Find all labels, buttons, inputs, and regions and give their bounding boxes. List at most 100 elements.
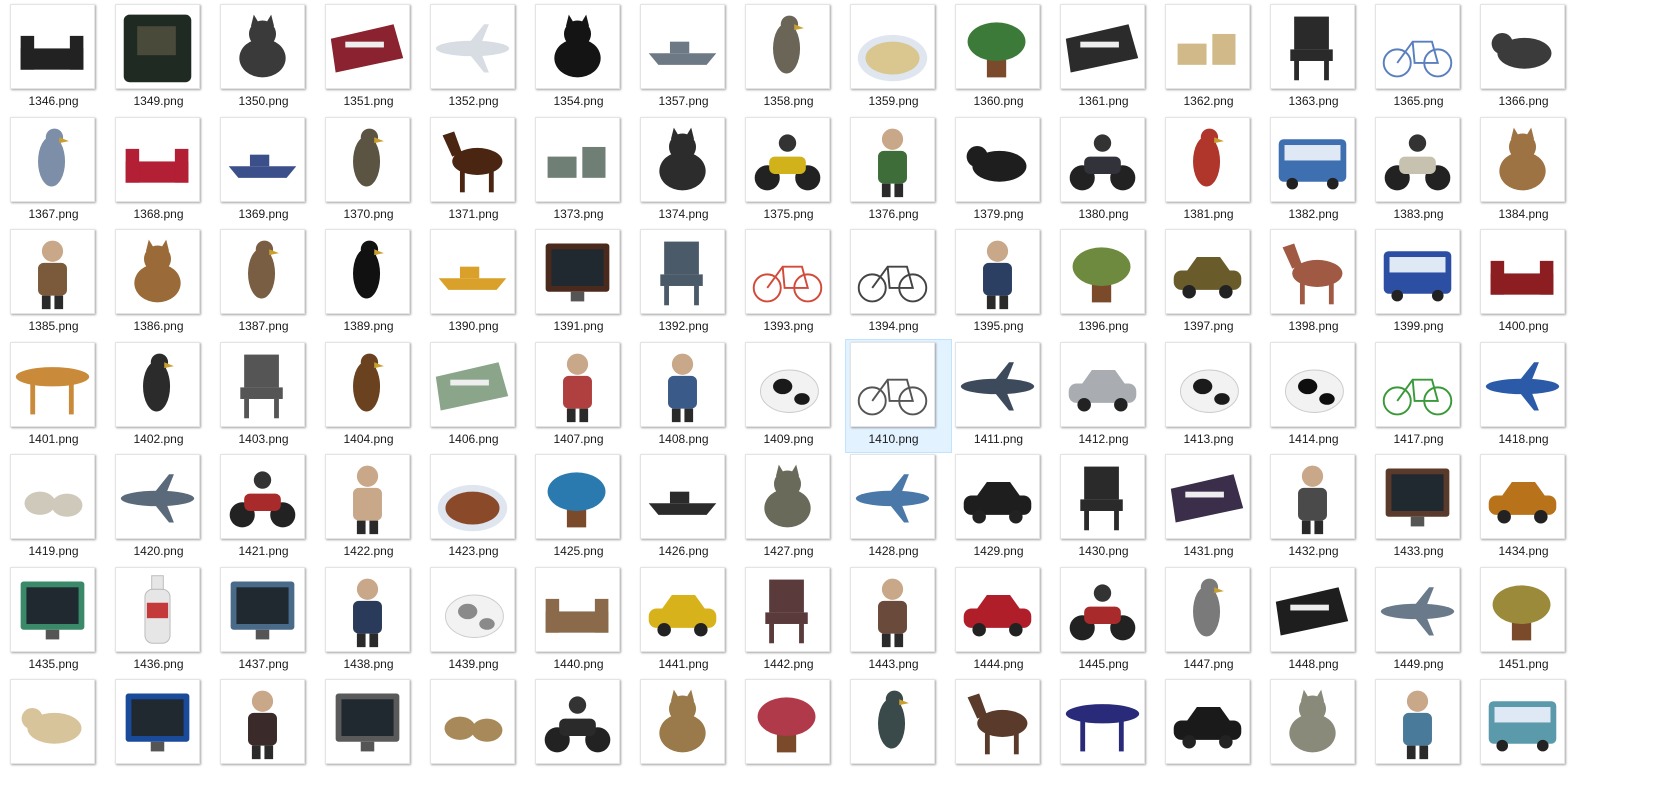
file-item[interactable]: 1447.png xyxy=(1161,565,1266,677)
file-item[interactable]: 1434.png xyxy=(1476,452,1581,564)
file-item[interactable]: 1417.png xyxy=(1371,340,1476,452)
file-item[interactable]: 1441.png xyxy=(636,565,741,677)
file-item[interactable]: 1433.png xyxy=(1371,452,1476,564)
file-item[interactable]: 1369.png xyxy=(216,115,321,227)
file-item[interactable] xyxy=(426,677,531,789)
file-item[interactable] xyxy=(1371,677,1476,789)
file-item[interactable]: 1396.png xyxy=(1056,227,1161,339)
file-item[interactable]: 1382.png xyxy=(1266,115,1371,227)
file-item[interactable]: 1392.png xyxy=(636,227,741,339)
file-item[interactable]: 1393.png xyxy=(741,227,846,339)
file-item[interactable]: 1408.png xyxy=(636,340,741,452)
file-item[interactable]: 1383.png xyxy=(1371,115,1476,227)
file-item[interactable]: 1429.png xyxy=(951,452,1056,564)
file-item[interactable]: 1422.png xyxy=(321,452,426,564)
file-item[interactable]: 1406.png xyxy=(426,340,531,452)
file-item[interactable]: 1423.png xyxy=(426,452,531,564)
file-item[interactable]: 1412.png xyxy=(1056,340,1161,452)
file-item[interactable]: 1431.png xyxy=(1161,452,1266,564)
file-item[interactable]: 1448.png xyxy=(1266,565,1371,677)
file-item[interactable] xyxy=(111,677,216,789)
file-item[interactable] xyxy=(1056,677,1161,789)
file-item[interactable]: 1398.png xyxy=(1266,227,1371,339)
file-item[interactable]: 1370.png xyxy=(321,115,426,227)
file-item[interactable]: 1435.png xyxy=(6,565,111,677)
file-item[interactable]: 1394.png xyxy=(846,227,951,339)
file-item[interactable]: 1449.png xyxy=(1371,565,1476,677)
file-item[interactable]: 1401.png xyxy=(6,340,111,452)
file-item[interactable]: 1402.png xyxy=(111,340,216,452)
file-item[interactable]: 1438.png xyxy=(321,565,426,677)
file-item[interactable]: 1380.png xyxy=(1056,115,1161,227)
file-item[interactable]: 1357.png xyxy=(636,2,741,114)
file-item[interactable]: 1358.png xyxy=(741,2,846,114)
file-item[interactable]: 1426.png xyxy=(636,452,741,564)
file-item[interactable]: 1442.png xyxy=(741,565,846,677)
file-item[interactable] xyxy=(1161,677,1266,789)
file-item[interactable]: 1373.png xyxy=(531,115,636,227)
file-item[interactable]: 1413.png xyxy=(1161,340,1266,452)
file-item[interactable]: 1409.png xyxy=(741,340,846,452)
file-item[interactable]: 1439.png xyxy=(426,565,531,677)
file-item[interactable]: 1390.png xyxy=(426,227,531,339)
file-item[interactable]: 1420.png xyxy=(111,452,216,564)
file-item[interactable] xyxy=(216,677,321,789)
file-item[interactable] xyxy=(531,677,636,789)
file-item[interactable]: 1374.png xyxy=(636,115,741,227)
file-item[interactable]: 1400.png xyxy=(1476,227,1581,339)
file-item[interactable]: 1387.png xyxy=(216,227,321,339)
file-item[interactable]: 1363.png xyxy=(1266,2,1371,114)
file-item[interactable]: 1444.png xyxy=(951,565,1056,677)
file-item[interactable] xyxy=(6,677,111,789)
file-item[interactable] xyxy=(951,677,1056,789)
file-item[interactable]: 1371.png xyxy=(426,115,531,227)
file-item[interactable]: 1365.png xyxy=(1371,2,1476,114)
file-item[interactable]: 1443.png xyxy=(846,565,951,677)
file-item[interactable]: 1361.png xyxy=(1056,2,1161,114)
file-item[interactable]: 1360.png xyxy=(951,2,1056,114)
file-item[interactable]: 1437.png xyxy=(216,565,321,677)
file-item[interactable]: 1440.png xyxy=(531,565,636,677)
file-item[interactable] xyxy=(846,677,951,789)
file-item[interactable]: 1411.png xyxy=(951,340,1056,452)
file-item[interactable]: 1379.png xyxy=(951,115,1056,227)
file-item[interactable]: 1346.png xyxy=(6,2,111,114)
file-item[interactable]: 1381.png xyxy=(1161,115,1266,227)
file-item[interactable]: 1376.png xyxy=(846,115,951,227)
file-item[interactable]: 1362.png xyxy=(1161,2,1266,114)
file-item[interactable]: 1445.png xyxy=(1056,565,1161,677)
file-item[interactable]: 1407.png xyxy=(531,340,636,452)
file-item[interactable]: 1351.png xyxy=(321,2,426,114)
file-item[interactable]: 1430.png xyxy=(1056,452,1161,564)
file-item[interactable]: 1350.png xyxy=(216,2,321,114)
file-item[interactable]: 1385.png xyxy=(6,227,111,339)
file-item[interactable]: 1399.png xyxy=(1371,227,1476,339)
file-item[interactable] xyxy=(636,677,741,789)
file-item[interactable]: 1375.png xyxy=(741,115,846,227)
file-item[interactable]: 1352.png xyxy=(426,2,531,114)
file-item[interactable]: 1428.png xyxy=(846,452,951,564)
file-item[interactable]: 1419.png xyxy=(6,452,111,564)
file-item[interactable]: 1404.png xyxy=(321,340,426,452)
file-item[interactable] xyxy=(1266,677,1371,789)
file-item[interactable]: 1425.png xyxy=(531,452,636,564)
file-item[interactable]: 1384.png xyxy=(1476,115,1581,227)
file-item[interactable]: 1391.png xyxy=(531,227,636,339)
file-item[interactable]: 1367.png xyxy=(6,115,111,227)
file-item[interactable]: 1451.png xyxy=(1476,565,1581,677)
file-item[interactable] xyxy=(741,677,846,789)
file-item[interactable]: 1436.png xyxy=(111,565,216,677)
file-item[interactable]: 1403.png xyxy=(216,340,321,452)
file-item[interactable]: 1395.png xyxy=(951,227,1056,339)
file-item[interactable]: 1414.png xyxy=(1266,340,1371,452)
file-item[interactable]: 1349.png xyxy=(111,2,216,114)
file-item[interactable]: 1368.png xyxy=(111,115,216,227)
file-item[interactable]: 1359.png xyxy=(846,2,951,114)
file-item[interactable]: 1354.png xyxy=(531,2,636,114)
file-item[interactable]: 1421.png xyxy=(216,452,321,564)
file-item[interactable]: 1418.png xyxy=(1476,340,1581,452)
file-item[interactable]: 1366.png xyxy=(1476,2,1581,114)
file-item[interactable] xyxy=(1476,677,1581,789)
file-item[interactable] xyxy=(321,677,426,789)
file-item[interactable]: 1386.png xyxy=(111,227,216,339)
